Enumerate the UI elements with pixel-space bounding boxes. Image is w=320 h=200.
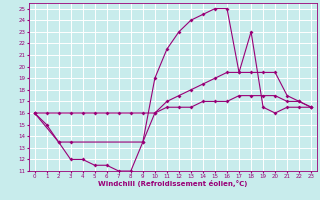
X-axis label: Windchill (Refroidissement éolien,°C): Windchill (Refroidissement éolien,°C) [98,180,248,187]
